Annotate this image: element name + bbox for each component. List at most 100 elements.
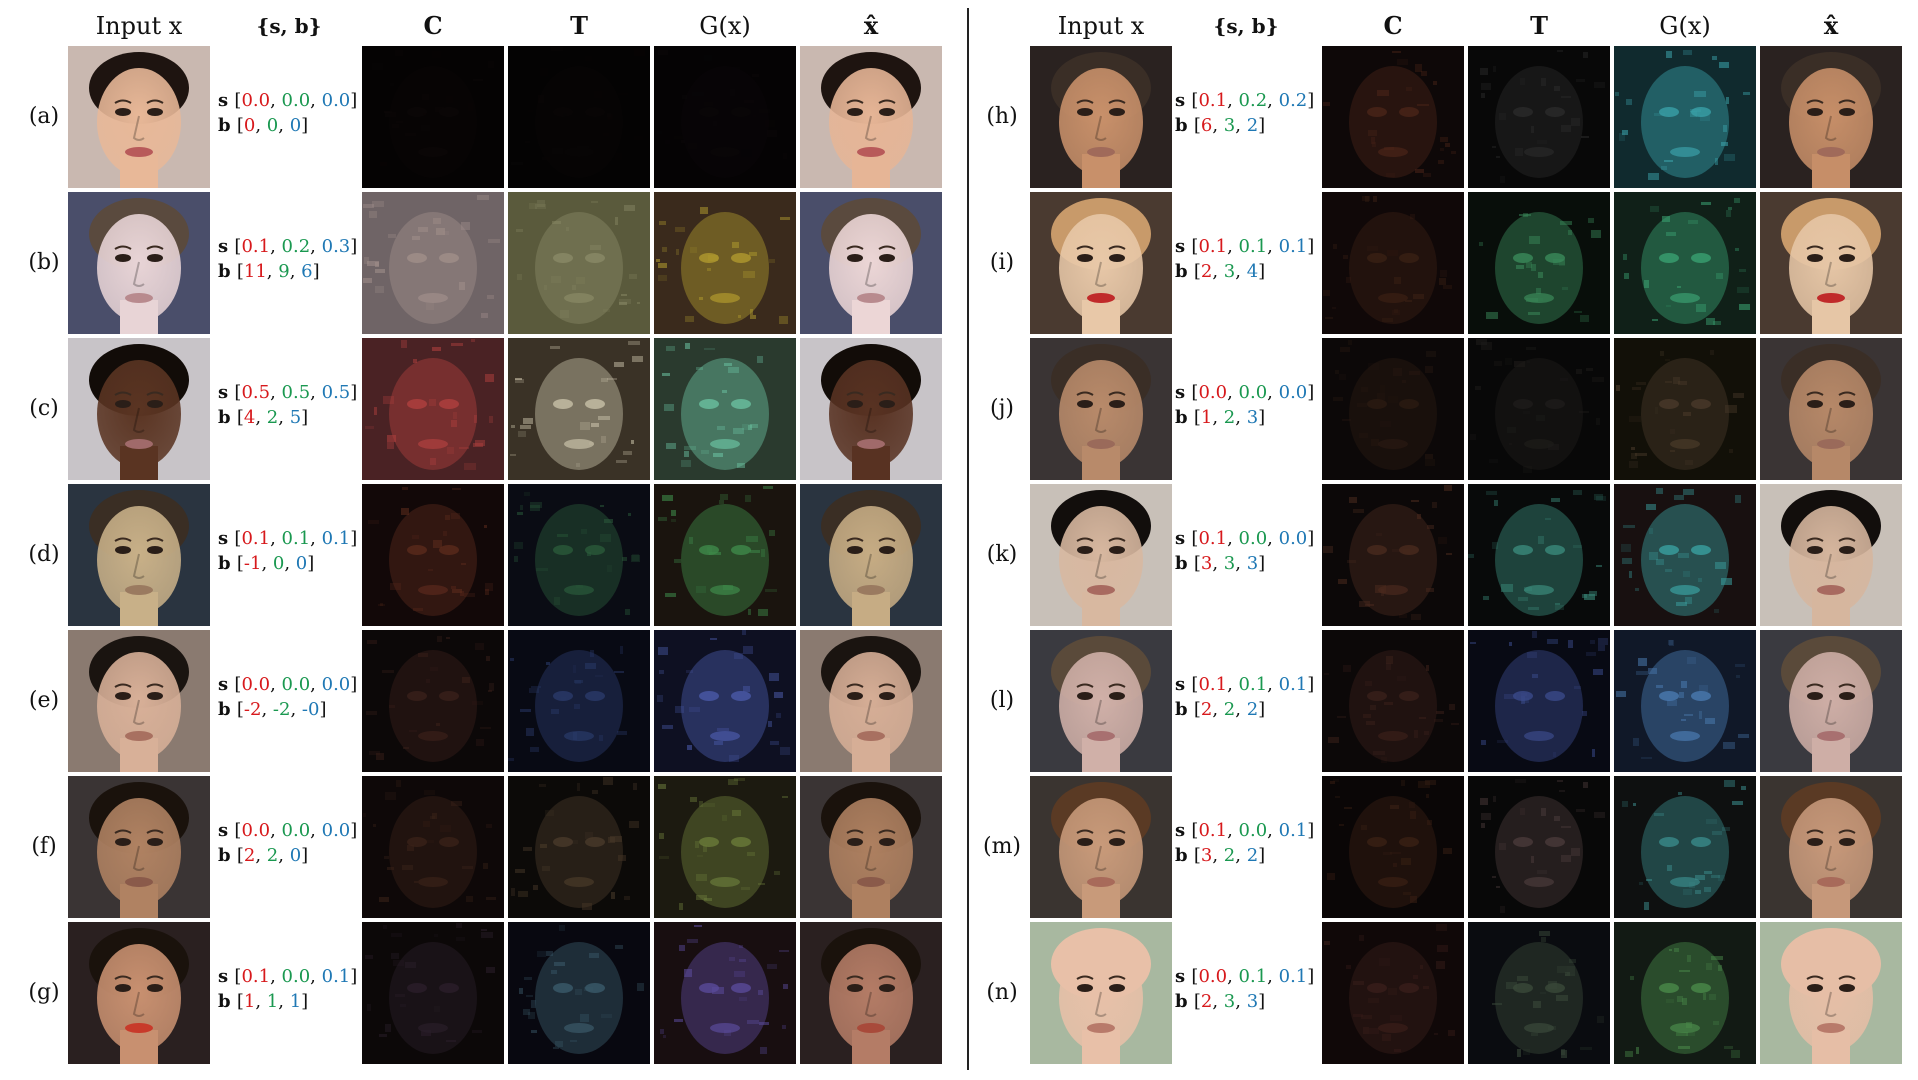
s-params-line: s [0.0, 0.1, 0.1] <box>1175 964 1314 989</box>
separator: , <box>1212 991 1224 1012</box>
texture-speckle <box>476 739 484 746</box>
mouth-residual <box>564 147 594 157</box>
texture-speckle <box>1715 158 1718 165</box>
right-eye <box>1109 546 1125 554</box>
texture-speckle <box>1553 752 1556 757</box>
s-params-line: s [0.1, 0.1, 0.1] <box>218 526 357 551</box>
texture-speckle <box>696 874 707 881</box>
texture-speckle <box>1709 994 1716 1000</box>
map-background <box>1322 484 1464 626</box>
texture-speckle <box>555 1041 563 1047</box>
texture-speckle <box>421 125 430 131</box>
texture-speckle <box>1571 118 1580 126</box>
nose <box>1094 845 1107 871</box>
mouth-residual <box>1524 585 1554 595</box>
map-background <box>1614 776 1756 918</box>
right-eye <box>879 838 895 846</box>
b-param-symbol: b <box>218 115 237 136</box>
face-residual <box>1349 504 1437 616</box>
texture-speckle <box>434 1006 440 1012</box>
texture-speckle <box>681 140 685 143</box>
texture-speckle <box>1596 418 1600 425</box>
map-background <box>654 484 796 626</box>
face-residual <box>681 504 769 616</box>
texture-speckle <box>1594 494 1603 500</box>
params-block: s [0.1, 0.1, 0.1] b [2, 3, 4] <box>1175 234 1314 284</box>
bracket: [ <box>1193 115 1201 136</box>
texture-speckle <box>577 146 589 153</box>
texture-speckle <box>1712 831 1722 835</box>
texture-speckle <box>1625 1051 1633 1057</box>
texture-speckle <box>709 552 721 555</box>
texture-speckle <box>443 531 447 536</box>
texture-speckle <box>413 359 417 363</box>
face-residual <box>1641 504 1729 616</box>
separator: , <box>278 845 290 866</box>
texture-speckle <box>1652 319 1658 321</box>
texture-speckle <box>704 55 712 61</box>
texture-speckle <box>456 923 462 928</box>
gx-map-image <box>654 192 796 334</box>
texture-speckle <box>1410 896 1417 903</box>
texture-speckle <box>741 887 750 890</box>
texture-speckle <box>1579 411 1589 413</box>
s-param-symbol: s <box>1175 382 1192 403</box>
left-eye <box>115 984 131 992</box>
texture-speckle <box>1481 823 1485 828</box>
map-background <box>654 46 796 188</box>
right-eye <box>147 838 163 846</box>
texture-speckle <box>753 115 756 117</box>
texture-speckle <box>703 803 715 807</box>
texture-speckle <box>563 113 567 118</box>
texture-speckle <box>391 953 399 959</box>
texture-speckle <box>405 962 416 968</box>
texture-speckle <box>1565 974 1575 976</box>
bracket: ] <box>350 382 358 403</box>
s-param-symbol: s <box>1175 236 1192 257</box>
bracket: ] <box>301 991 309 1012</box>
texture-speckle <box>704 348 715 350</box>
b-param-symbol: b <box>218 407 237 428</box>
b-value: -2 <box>243 699 262 720</box>
t-map-image <box>508 46 650 188</box>
separator: , <box>270 674 282 695</box>
texture-speckle <box>637 302 640 304</box>
texture-speckle <box>1426 351 1436 357</box>
texture-speckle <box>696 367 703 370</box>
texture-speckle <box>1729 449 1733 453</box>
separator: , <box>1235 553 1247 574</box>
texture-speckle <box>1591 230 1601 238</box>
header-params: {s, b} <box>1213 14 1279 38</box>
texture-speckle <box>1676 1032 1688 1036</box>
texture-speckle <box>1538 536 1544 544</box>
c-map-image <box>362 192 504 334</box>
mouth <box>125 1023 153 1033</box>
texture-speckle <box>520 425 531 429</box>
texture-speckle <box>447 447 454 454</box>
eyebrows <box>1806 683 1856 688</box>
map-background <box>508 338 650 480</box>
left-eye <box>115 838 131 846</box>
figure-row: (d) s [0.1, 0.1, 0.1] b [-1, 0, 0] <box>0 484 960 626</box>
texture-speckle <box>1699 685 1708 692</box>
bracket: [ <box>236 699 244 720</box>
texture-speckle <box>540 844 547 848</box>
b-params-line: b [0, 0, 0] <box>218 113 357 138</box>
gx-map-image <box>1614 46 1756 188</box>
texture-speckle <box>537 124 545 131</box>
texture-speckle <box>591 423 599 427</box>
texture-speckle <box>517 274 522 280</box>
texture-speckle <box>712 987 724 994</box>
texture-speckle <box>1615 92 1619 96</box>
texture-speckle <box>405 133 416 136</box>
separator: , <box>255 991 267 1012</box>
s-value: 0.0 <box>1278 382 1308 403</box>
eye-residual <box>1691 399 1711 409</box>
texture-speckle <box>412 535 419 539</box>
eye-residual <box>1545 545 1565 555</box>
figure-row: (g) s [0.1, 0.0, 0.1] b [1, 1, 1] <box>0 922 960 1064</box>
map-background <box>362 630 504 772</box>
texture-speckle <box>1683 50 1692 55</box>
bracket: [ <box>1193 991 1201 1012</box>
texture-speckle <box>1646 879 1652 881</box>
